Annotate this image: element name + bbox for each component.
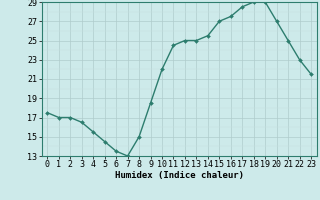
X-axis label: Humidex (Indice chaleur): Humidex (Indice chaleur) [115,171,244,180]
